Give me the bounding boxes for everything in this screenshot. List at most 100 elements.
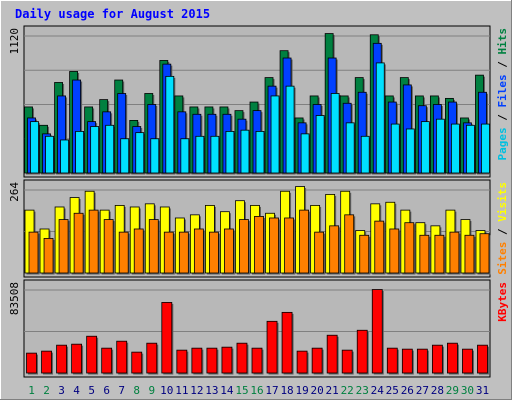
bar-usage-pages-day-22 [345,122,355,174]
x-tick-label-day-30: 30 [461,384,474,397]
x-tick-label-day-29: 29 [446,384,459,397]
x-tick-label-day-6: 6 [103,384,110,397]
bar-kbytes-kbytes-day-20 [311,347,323,374]
bar-kbytes-kbytes-day-15 [236,342,248,374]
x-tick-label-day-17: 17 [265,384,278,397]
bar-kbytes-kbytes-day-16 [251,347,263,374]
bar-kbytes-kbytes-day-25 [386,347,398,374]
legend-entry: / [496,55,509,75]
bar-usage-pages-day-29 [451,123,460,174]
bar-usage-pages-day-6 [105,124,115,174]
bar-kbytes-kbytes-day-23 [356,329,368,374]
bar-usage-pages-day-15 [240,129,250,174]
bar-usage-pages-day-23 [360,135,370,174]
bar-usage-pages-day-8 [135,132,145,174]
bar-usage-pages-day-17 [270,95,280,174]
x-tick-label-day-24: 24 [371,384,385,397]
x-tick-label-day-14: 14 [220,384,234,397]
bar-kbytes-kbytes-day-6 [101,347,113,374]
x-tick-label-day-5: 5 [88,384,95,397]
bar-visitors-sites-day-9 [148,219,159,274]
x-tick-label-day-25: 25 [386,384,399,397]
bar-visitors-sites-day-7 [118,231,129,274]
bar-visitors-sites-day-22 [344,214,355,274]
bar-kbytes-kbytes-day-19 [296,350,308,374]
bar-visitors-sites-day-19 [299,209,309,274]
panel-kbytes-legend: KBytes [496,282,509,322]
bar-visitors-sites-day-13 [209,231,219,274]
bar-usage-pages-day-3 [60,139,69,174]
bar-visitors-sites-day-14 [224,228,234,274]
bar-kbytes-kbytes-day-5 [86,335,98,374]
bar-visitors-sites-day-29 [449,231,460,274]
bar-visitors-sites-day-18 [284,217,294,274]
x-tick-label-day-26: 26 [401,384,414,397]
bar-visitors-sites-day-27 [419,234,430,274]
bar-kbytes-kbytes-day-31 [477,344,488,374]
bar-kbytes-kbytes-day-7 [116,340,128,374]
x-tick-label-day-18: 18 [280,384,293,397]
bar-usage-pages-day-4 [75,131,85,174]
bar-visitors-sites-day-28 [434,234,445,274]
panel-visitors-ymax-label: 264 [8,182,21,202]
panel-kbytes-ymax-label: 83508 [8,282,21,315]
bar-kbytes-kbytes-day-18 [281,311,293,374]
bar-kbytes-kbytes-day-27 [416,348,428,374]
x-tick-label-day-11: 11 [175,384,188,397]
bar-visitors-sites-day-16 [254,216,264,274]
bar-usage-pages-day-19 [300,133,310,174]
legend-entry: KBytes [496,282,509,322]
bar-usage-pages-day-31 [481,123,490,174]
bar-visitors-sites-day-15 [239,219,249,274]
bar-kbytes-kbytes-day-21 [326,334,338,374]
bar-kbytes-kbytes-day-12 [191,347,203,374]
bar-usage-pages-day-12 [195,135,205,174]
bar-visitors-sites-day-30 [464,234,475,274]
x-tick-label-day-27: 27 [416,384,429,397]
bar-kbytes-kbytes-day-11 [176,349,188,374]
x-tick-label-day-28: 28 [431,384,444,397]
bar-kbytes-kbytes-day-1 [26,352,37,374]
bar-usage-pages-day-30 [466,124,475,174]
bar-kbytes-kbytes-day-29 [447,342,458,374]
bar-kbytes-kbytes-day-22 [341,349,353,374]
bar-visitors-sites-day-26 [404,222,415,274]
bar-visitors-sites-day-4 [73,212,84,274]
bar-usage-pages-day-20 [315,115,325,174]
bar-visitors-sites-day-20 [314,231,325,274]
x-tick-label-day-21: 21 [326,384,339,397]
bar-kbytes-kbytes-day-24 [371,289,383,374]
panel-usage-legend: Pages / Files / Hits [496,28,509,161]
bar-usage-pages-day-24 [375,62,385,174]
x-tick-label-day-12: 12 [190,384,203,397]
x-tick-label-day-7: 7 [118,384,125,397]
bar-usage-pages-day-27 [420,121,430,174]
legend-entry: Sites [496,242,509,275]
bar-kbytes-kbytes-day-13 [206,347,218,374]
x-tick-label-day-22: 22 [341,384,354,397]
x-tick-label-day-16: 16 [250,384,263,397]
bar-usage-pages-day-5 [90,126,100,174]
bar-kbytes-kbytes-day-28 [431,344,443,374]
bar-kbytes-kbytes-day-3 [56,344,67,374]
bar-visitors-sites-day-3 [58,219,69,274]
x-tick-label-day-4: 4 [73,384,80,397]
x-tick-label-day-1: 1 [28,384,35,397]
bar-visitors-sites-day-2 [43,238,54,274]
bar-usage-pages-day-2 [45,135,54,174]
bar-kbytes-kbytes-day-8 [131,351,143,374]
x-tick-label-day-15: 15 [235,384,248,397]
x-tick-label-day-8: 8 [133,384,140,397]
bar-usage-pages-day-11 [180,138,190,174]
legend-entry: / [496,108,509,128]
bar-kbytes-kbytes-day-30 [462,348,473,374]
bar-visitors-sites-day-6 [103,219,114,274]
bar-usage-pages-day-13 [210,135,220,174]
x-tick-label-day-10: 10 [160,384,173,397]
bar-visitors-sites-day-1 [28,231,39,274]
x-tick-label-day-23: 23 [356,384,369,397]
bar-visitors-sites-day-11 [178,231,189,274]
x-tick-label-day-19: 19 [295,384,308,397]
